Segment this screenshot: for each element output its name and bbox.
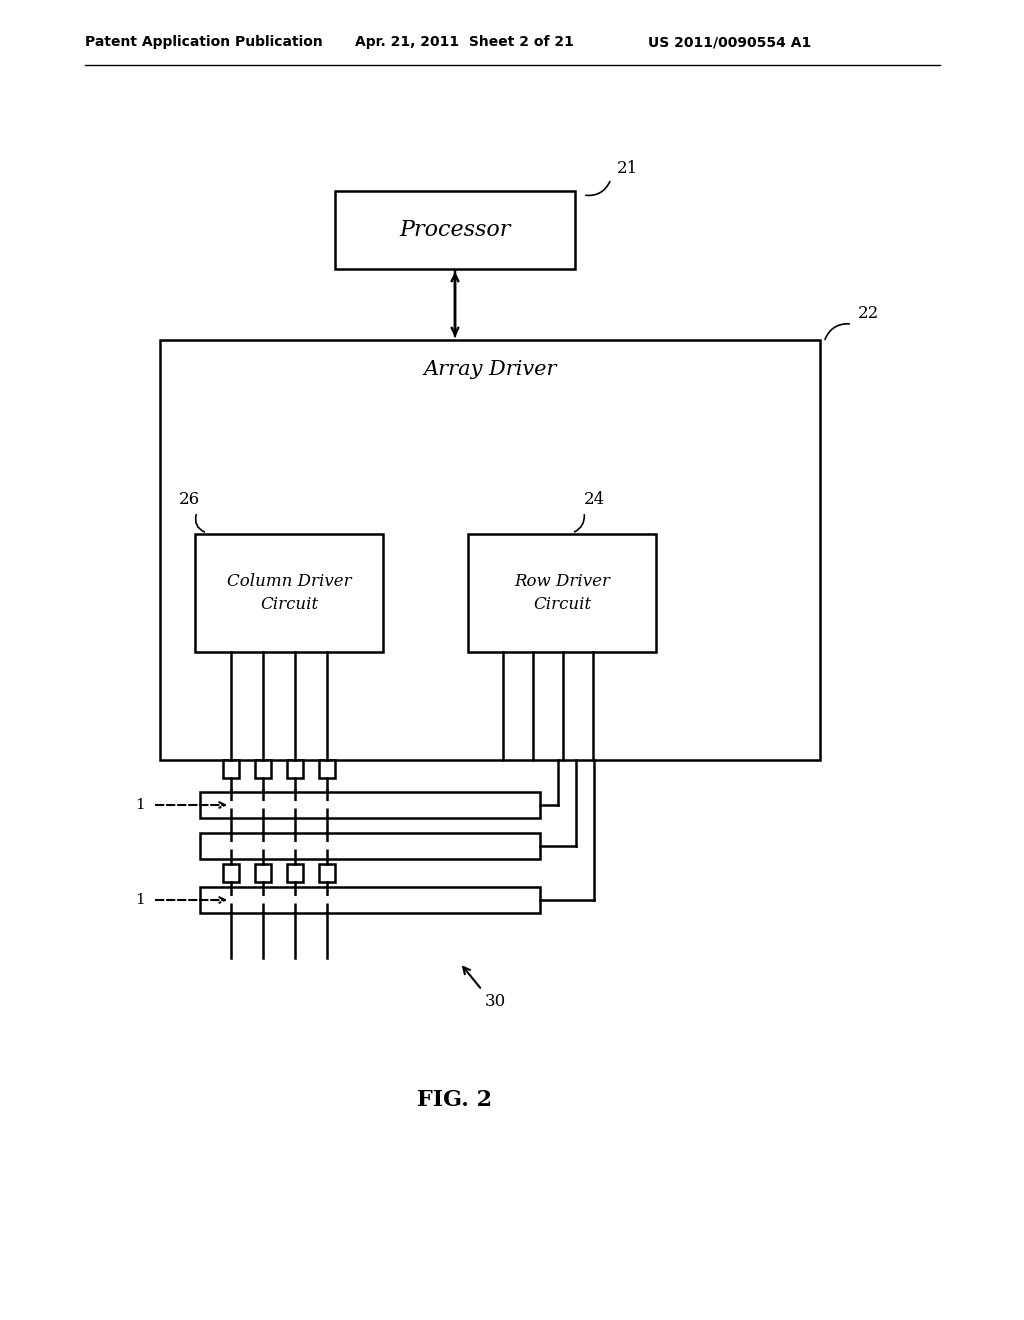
Bar (200, 887, 540, 913)
Bar (255, 760, 271, 777)
Bar (287, 865, 303, 882)
Text: Array Driver: Array Driver (423, 360, 557, 379)
Text: FIG. 2: FIG. 2 (418, 1089, 493, 1111)
Bar (160, 341, 820, 760)
Bar (468, 535, 656, 652)
Bar (319, 760, 335, 777)
Text: Apr. 21, 2011  Sheet 2 of 21: Apr. 21, 2011 Sheet 2 of 21 (355, 36, 573, 49)
Text: 26: 26 (179, 491, 200, 508)
Text: 1: 1 (135, 894, 145, 907)
Text: 30: 30 (485, 993, 506, 1010)
Bar (255, 865, 271, 882)
Bar (223, 865, 239, 882)
Bar (287, 760, 303, 777)
Bar (223, 760, 239, 777)
Text: 22: 22 (858, 305, 880, 322)
Text: Column Driver
Circuit: Column Driver Circuit (226, 573, 351, 614)
Bar (335, 191, 575, 269)
Text: 1: 1 (135, 799, 145, 812)
Bar (319, 865, 335, 882)
Text: Processor: Processor (399, 219, 511, 242)
Bar (195, 535, 383, 652)
Text: US 2011/0090554 A1: US 2011/0090554 A1 (648, 36, 811, 49)
Text: Row Driver
Circuit: Row Driver Circuit (514, 573, 610, 614)
Bar (200, 833, 540, 859)
Text: 24: 24 (584, 491, 605, 508)
Bar (200, 792, 540, 818)
Text: Patent Application Publication: Patent Application Publication (85, 36, 323, 49)
Text: 21: 21 (617, 160, 638, 177)
